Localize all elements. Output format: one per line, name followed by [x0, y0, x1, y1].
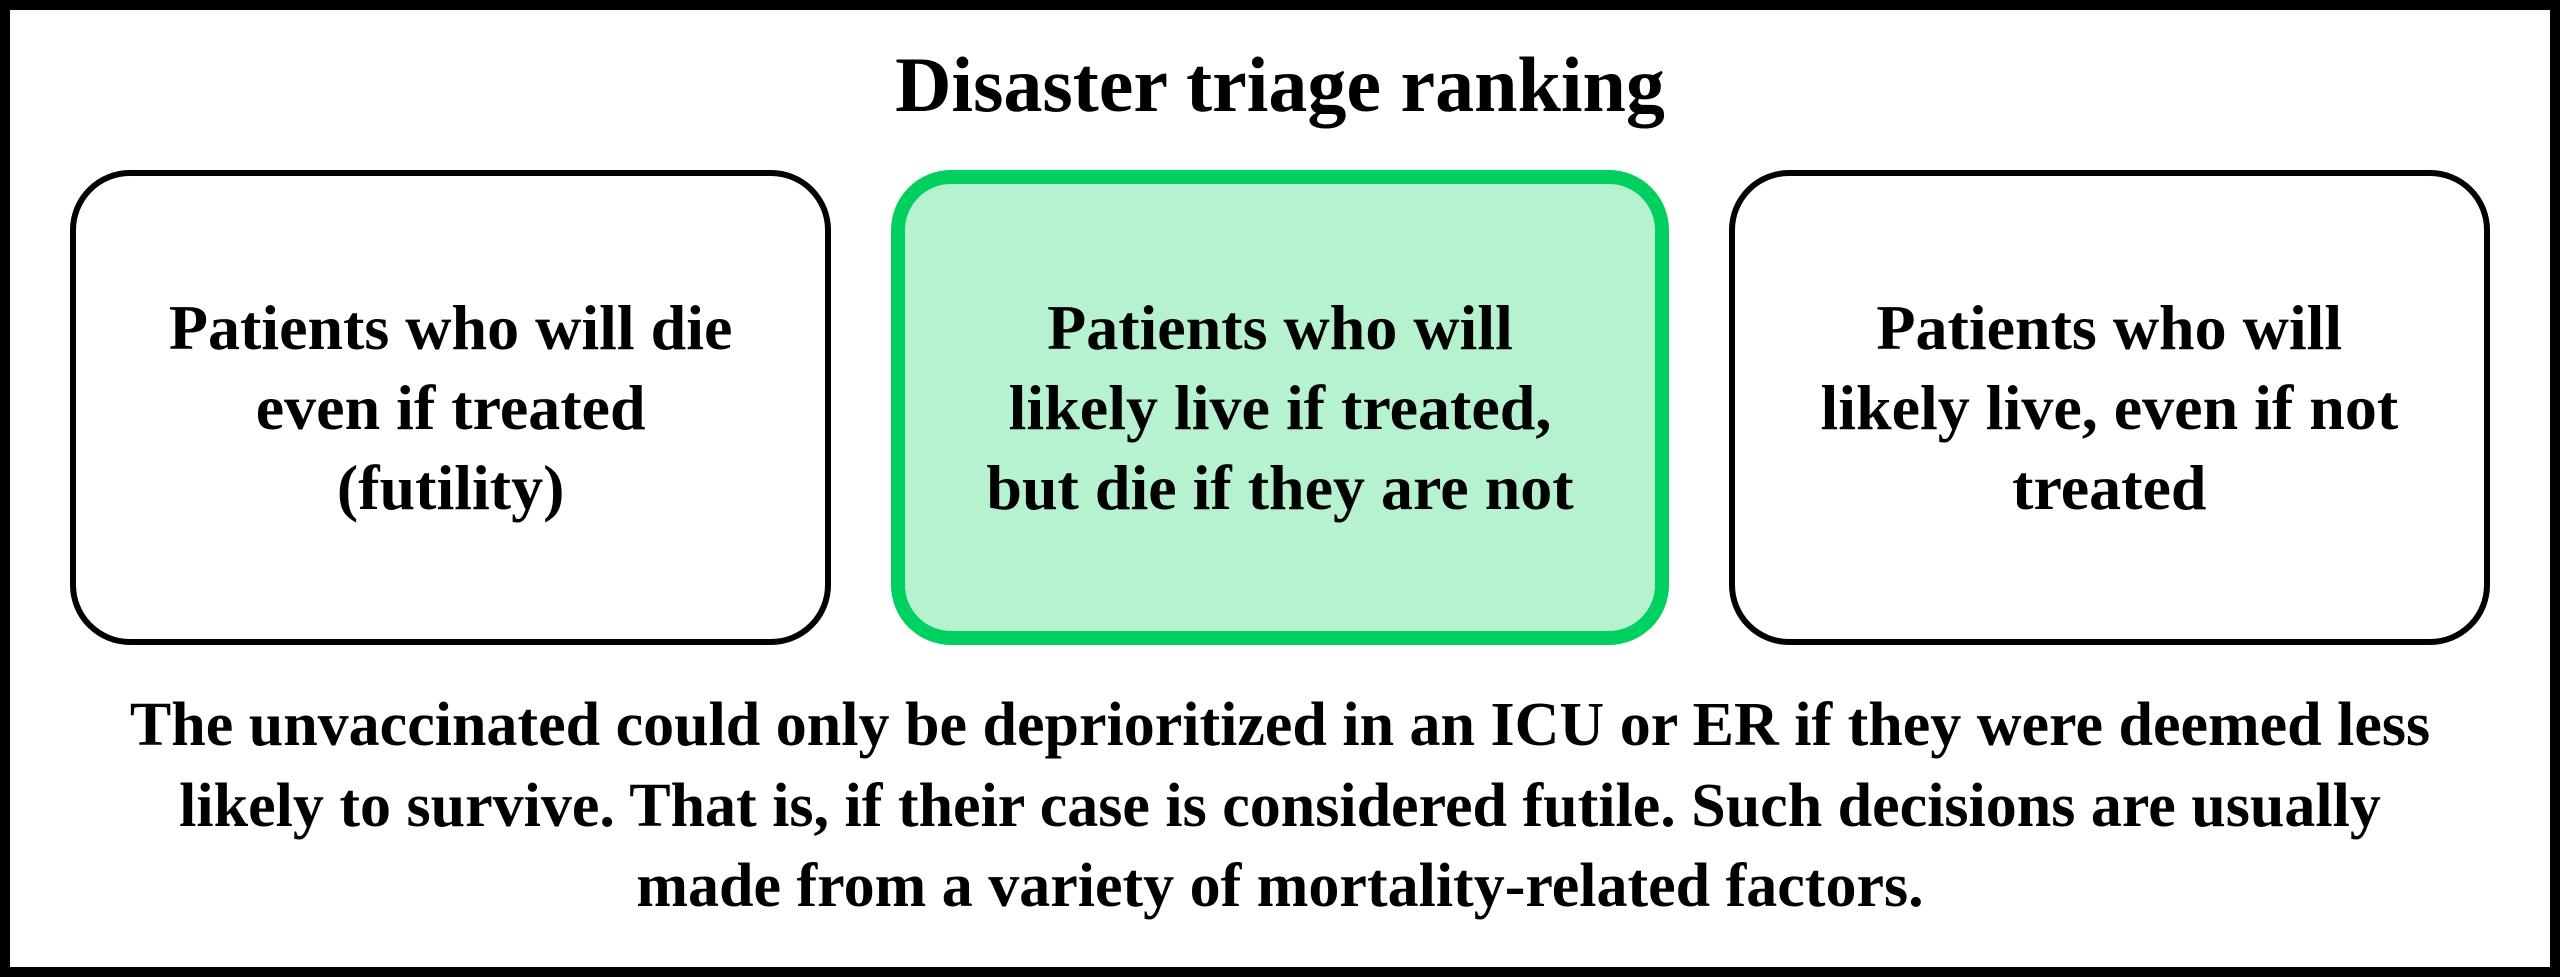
card-row: Patients who will die even if treated (f…	[70, 170, 2490, 645]
diagram-caption: The unvaccinated could only be depriorit…	[118, 685, 2441, 927]
card-futility: Patients who will die even if treated (f…	[70, 170, 831, 645]
card-priority: Patients who will likely live if treated…	[891, 170, 1668, 645]
card-text: Patients who will likely live, even if n…	[1795, 288, 2424, 528]
card-text: Patients who will die even if treated (f…	[136, 288, 765, 528]
card-text: Patients who will likely live if treated…	[965, 288, 1594, 528]
diagram-frame: Disaster triage ranking Patients who wil…	[0, 0, 2560, 977]
card-likely-live: Patients who will likely live, even if n…	[1729, 170, 2490, 645]
diagram-title: Disaster triage ranking	[895, 40, 1665, 130]
